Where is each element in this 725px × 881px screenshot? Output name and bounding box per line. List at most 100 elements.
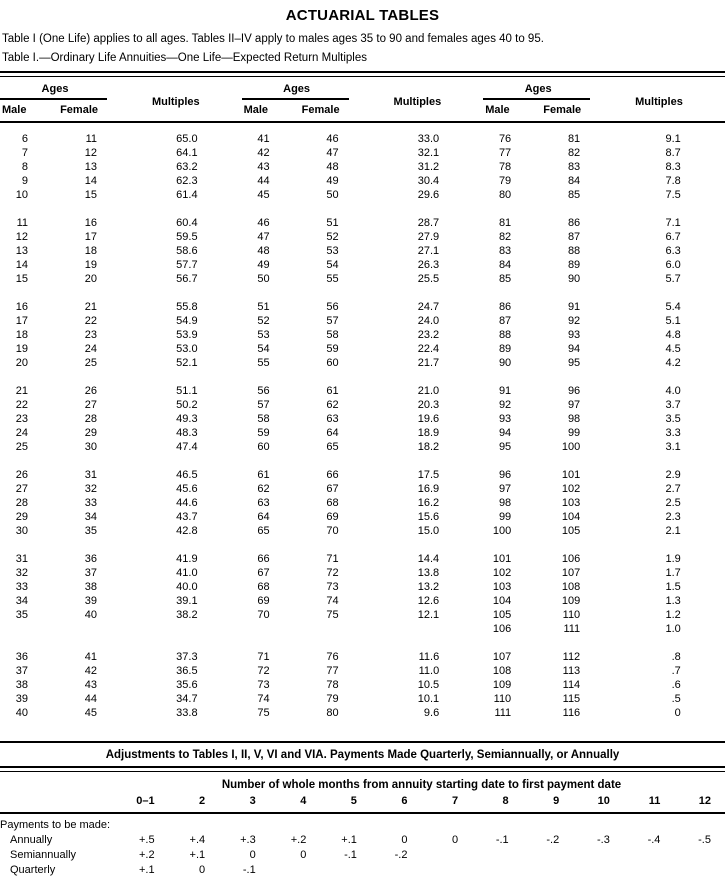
table-row: 25 30 47.4 60 65 18.2 95 100 3.1 <box>0 440 725 454</box>
adjustments-rows: Annually +.5 +.4 +.3 +.2 +.1 0 0 -.1 -.2 -.3 -.4 -.5… <box>0 833 725 878</box>
table-cell: 39.1 <box>176 595 198 607</box>
table-row: 15 20 56.7 50 55 25.5 85 90 5.7 <box>0 272 725 286</box>
adjustment-value <box>573 848 624 863</box>
table-cell: 115 <box>562 693 581 705</box>
table-cell: 27.9 <box>417 231 440 243</box>
ages-underline <box>241 98 349 100</box>
table-cell: 52 <box>257 315 270 327</box>
adjustment-value <box>421 863 472 878</box>
table-cell: 112 <box>562 651 581 663</box>
table-cell: 106 <box>492 623 512 635</box>
adjustments-top-rule <box>0 741 725 743</box>
table-cell: 6.0 <box>665 259 681 271</box>
adjustment-value: +.3 <box>240 834 256 846</box>
table-cell: 46.5 <box>176 469 198 481</box>
table-row: 33 38 40.0 68 73 13.2 103 108 1.5 <box>0 580 725 594</box>
table-cell: 60 <box>257 441 270 453</box>
table-cell: 43.7 <box>176 511 198 523</box>
table-cell: 12.1 <box>417 609 440 621</box>
table1-body: 6 11 65.0 41 46 33.0 76 81 9.1 7 12 64.1 42 47 32.1 77 8… <box>0 123 725 720</box>
table-cell: 1.0 <box>665 623 681 635</box>
table-cell: 66 <box>257 553 270 565</box>
group-gap <box>0 202 725 216</box>
adjustment-value <box>472 848 523 863</box>
table-cell: 86 <box>498 301 512 313</box>
table-cell: 45 <box>84 707 97 719</box>
table-row: 16 21 55.8 51 56 24.7 86 91 5.4 <box>0 300 725 314</box>
month-header: 10 <box>597 795 610 807</box>
table-cell: 22.4 <box>417 343 440 355</box>
table-row: 32 37 41.0 67 72 13.8 102 107 1.7 <box>0 566 725 580</box>
table-row: 27 32 45.6 62 67 16.9 97 102 2.7 <box>0 482 725 496</box>
table-cell: 107 <box>492 651 512 663</box>
table-cell: 48 <box>326 161 339 173</box>
table-cell: 84 <box>567 175 581 187</box>
table-cell: 75 <box>257 707 270 719</box>
table-row: 26 31 46.5 61 66 17.5 96 101 2.9 <box>0 468 725 482</box>
table-cell: 26 <box>15 469 28 481</box>
table-cell: 30.4 <box>417 175 440 187</box>
table-cell: 0 <box>674 707 681 719</box>
table-row: 6 11 65.0 41 46 33.0 76 81 9.1 <box>0 132 725 146</box>
month-header: 5 <box>350 795 357 807</box>
table-cell: 29 <box>84 427 97 439</box>
table-cell: 20.3 <box>417 399 440 411</box>
table-cell: 74 <box>326 595 339 607</box>
table-cell: 1.2 <box>665 609 681 621</box>
table-cell: 87 <box>498 315 512 327</box>
table-cell: 40.0 <box>176 581 198 593</box>
table-cell: 33 <box>84 497 97 509</box>
table-cell: 16.9 <box>417 483 440 495</box>
table-cell: 1.9 <box>665 553 681 565</box>
table-cell <box>0 622 35 636</box>
table-cell: 21 <box>15 385 28 397</box>
table-cell: 15 <box>84 189 97 201</box>
table-cell: 63 <box>326 413 339 425</box>
table-cell: 111 <box>563 623 581 635</box>
table-cell: 9 <box>21 175 28 187</box>
table-row: 28 33 44.6 63 68 16.2 98 103 2.5 <box>0 496 725 510</box>
table-cell: 47 <box>257 231 270 243</box>
table-cell <box>277 622 352 636</box>
table-cell: 60.4 <box>176 217 198 229</box>
table-cell: 20 <box>15 357 28 369</box>
table-cell: 12.6 <box>417 595 440 607</box>
table-cell: 13.2 <box>417 581 440 593</box>
adjustment-value: -.5 <box>698 834 711 846</box>
table-cell: 72 <box>326 567 339 579</box>
adjustment-value: -.1 <box>495 834 509 846</box>
table-cell: 104 <box>561 511 581 523</box>
table-cell: 64 <box>257 511 270 523</box>
adjustment-value <box>523 863 574 878</box>
table-cell: 31.2 <box>417 161 440 173</box>
table-cell: 45.6 <box>176 483 198 495</box>
month-header: 9 <box>553 795 560 807</box>
table-cell: 67 <box>257 567 270 579</box>
table-cell: 104 <box>492 595 512 607</box>
table-cell: 43 <box>257 161 270 173</box>
adjustment-value: 0 <box>199 864 206 876</box>
table-cell: 95 <box>567 357 581 369</box>
table-cell: 49.3 <box>176 413 198 425</box>
table-cell: 49 <box>326 175 339 187</box>
table-cell: 69 <box>326 511 339 523</box>
table-cell: 47 <box>326 147 339 159</box>
table-cell: 8 <box>21 161 28 173</box>
table-cell: 49 <box>257 259 270 271</box>
table-cell <box>242 622 277 636</box>
table-cell: 44 <box>84 693 97 705</box>
table-row: 36 41 37.3 71 76 11.6 107 112 .8 <box>0 650 725 664</box>
group-gap <box>0 538 725 552</box>
table-cell: 37.3 <box>176 651 198 663</box>
table-cell: 71 <box>326 553 339 565</box>
table-cell: 25 <box>15 441 28 453</box>
table-cell: 63 <box>257 497 270 509</box>
table-cell: 18.2 <box>417 441 440 453</box>
table-cell: 50 <box>326 189 339 201</box>
table-cell: 31 <box>84 469 97 481</box>
table-cell: 33.8 <box>176 707 198 719</box>
group-gap <box>0 286 725 300</box>
table-cell: 97 <box>567 399 581 411</box>
table-row: 37 42 36.5 72 77 11.0 108 113 .7 <box>0 664 725 678</box>
table-cell: 58.6 <box>176 245 198 257</box>
